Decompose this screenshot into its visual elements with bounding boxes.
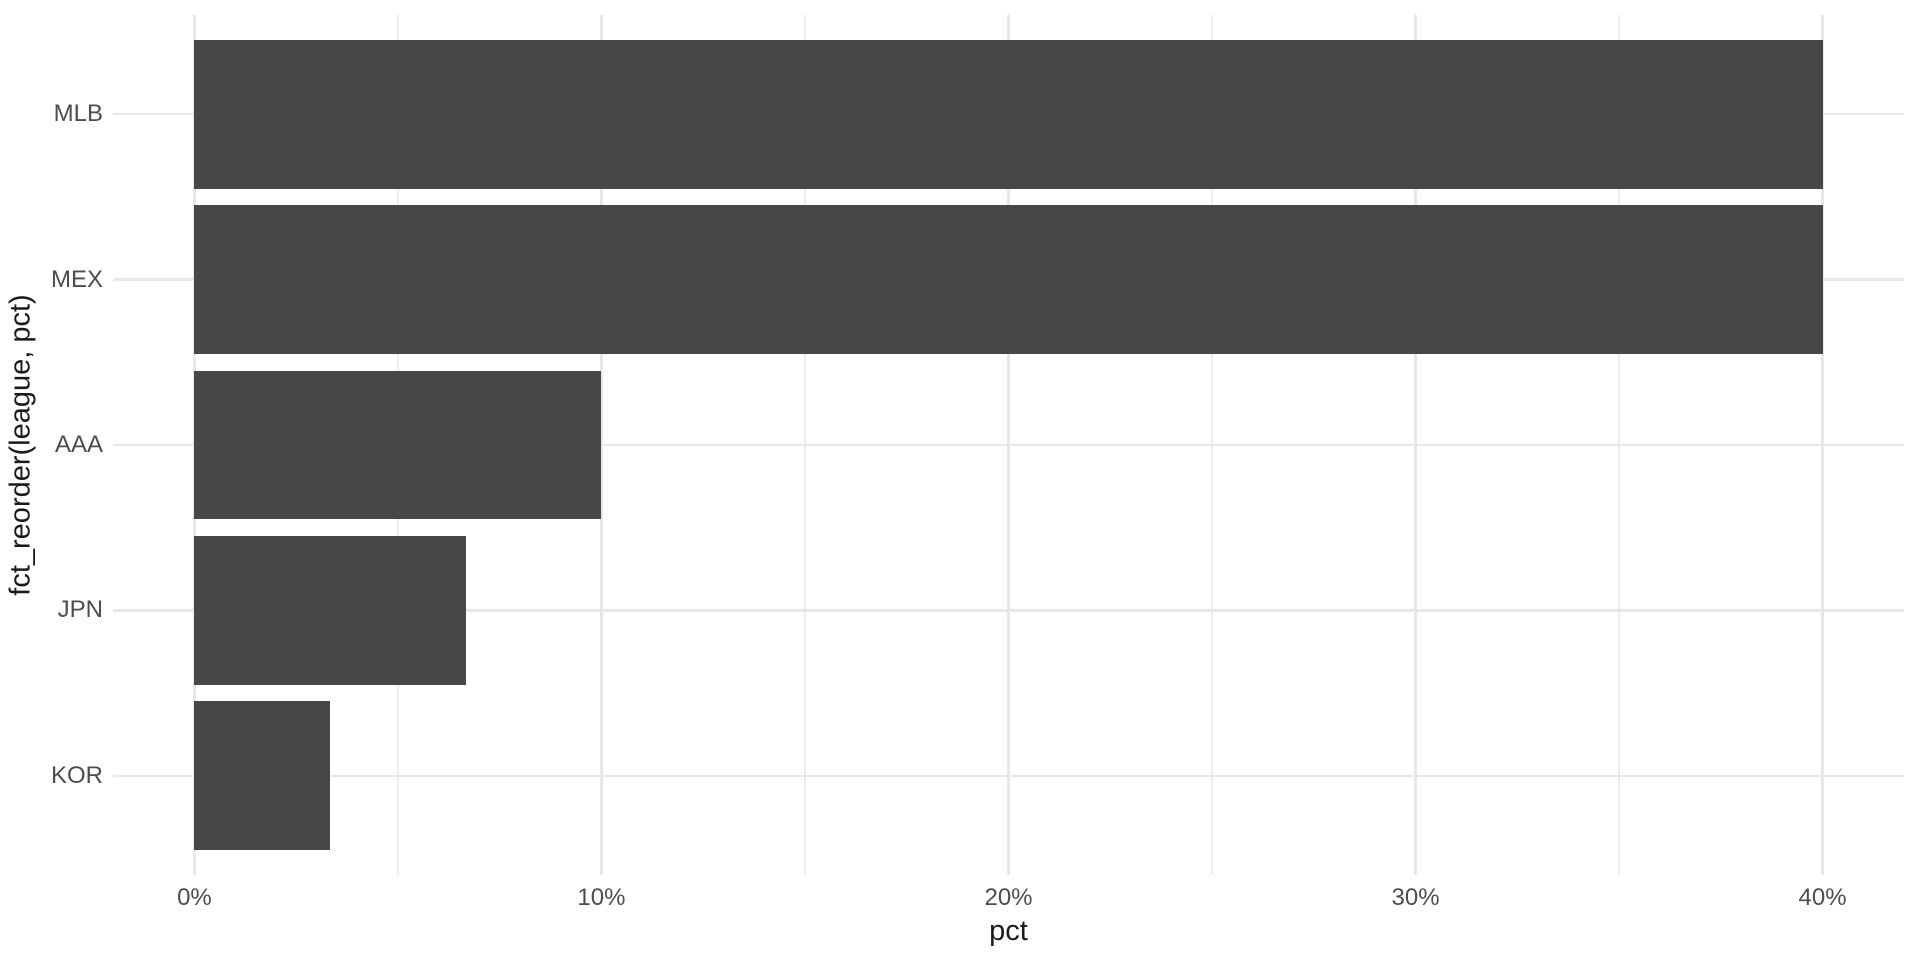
grid-major-hline bbox=[113, 443, 1904, 447]
x-tick-label: 20% bbox=[984, 884, 1033, 911]
x-tick-label: 10% bbox=[577, 884, 626, 911]
plot-panel bbox=[113, 15, 1904, 875]
bar-kor bbox=[194, 701, 330, 851]
y-category-label: JPN bbox=[57, 596, 103, 624]
x-axis-title: pct bbox=[989, 915, 1028, 947]
grid-major-hline bbox=[113, 774, 1904, 778]
y-category-label: AAA bbox=[54, 431, 103, 458]
x-tick-label: 0% bbox=[177, 884, 212, 911]
bar-mex bbox=[194, 205, 1823, 355]
grid-major-hline bbox=[113, 609, 1904, 612]
bar-mlb bbox=[194, 39, 1823, 189]
bar-jpn bbox=[194, 535, 466, 685]
x-tick-label: 30% bbox=[1391, 884, 1440, 911]
y-category-label: MEX bbox=[50, 265, 103, 293]
bar-aaa bbox=[194, 370, 602, 520]
y-category-label: MLB bbox=[53, 100, 103, 128]
y-category-label: KOR bbox=[50, 761, 103, 789]
x-tick-label: 40% bbox=[1798, 884, 1847, 911]
